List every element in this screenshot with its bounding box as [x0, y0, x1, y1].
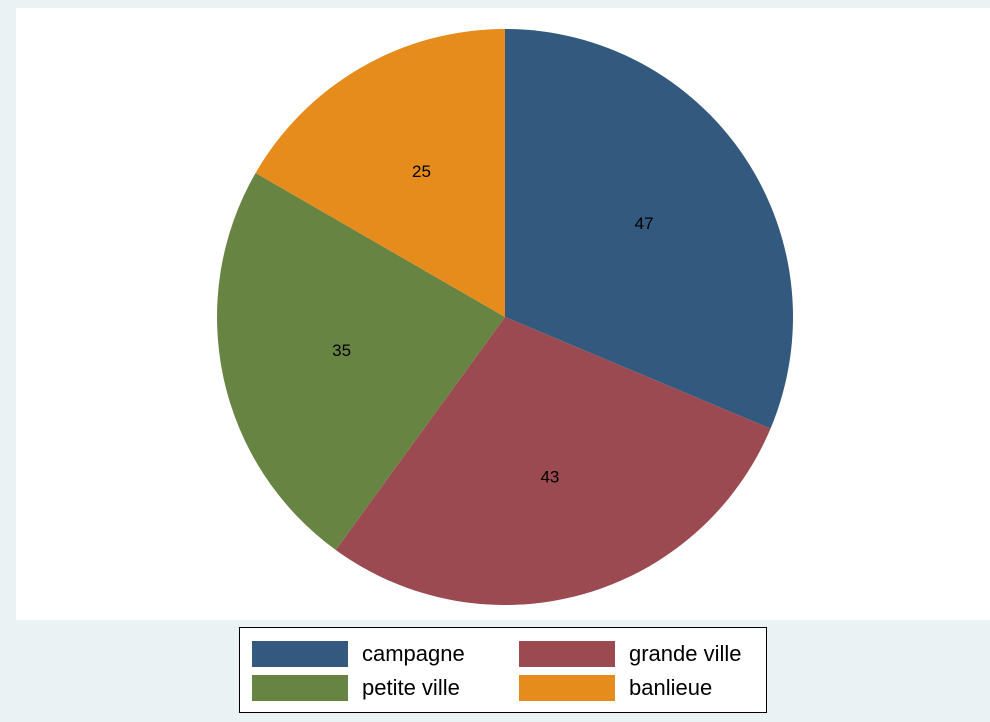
legend-item-campagne: campagne: [252, 640, 465, 668]
pie-slice-banlieue: [255, 29, 505, 317]
legend-label-petite-ville: petite ville: [362, 675, 460, 700]
legend: campagne grande ville petite ville banli…: [239, 627, 767, 713]
pie-slice-campagne: [505, 29, 794, 429]
legend-swatch-grande-ville: [519, 641, 615, 667]
slice-value-label-banlieue: 25: [412, 162, 431, 181]
legend-label-campagne: campagne: [362, 641, 465, 666]
legend-item-grande-ville: grande ville: [519, 640, 742, 668]
legend-label-grande-ville: grande ville: [629, 641, 742, 666]
legend-swatch-campagne: [252, 641, 348, 667]
legend-swatch-banlieue: [519, 675, 615, 701]
slice-value-label-grande-ville: 43: [540, 467, 559, 486]
legend-label-banlieue: banlieue: [629, 675, 713, 700]
legend-item-banlieue: banlieue: [519, 674, 712, 702]
slice-value-label-petite-ville: 35: [332, 341, 351, 360]
legend-item-petite-ville: petite ville: [252, 674, 460, 702]
slice-value-label-campagne: 47: [635, 214, 654, 233]
legend-swatch-petite-ville: [252, 675, 348, 701]
pie-value-labels: 47 43 35 25: [332, 162, 653, 487]
pie-slice-grande-ville: [335, 317, 771, 606]
pie-slices: [216, 29, 794, 606]
pie-slice-petite-ville: [216, 173, 506, 550]
